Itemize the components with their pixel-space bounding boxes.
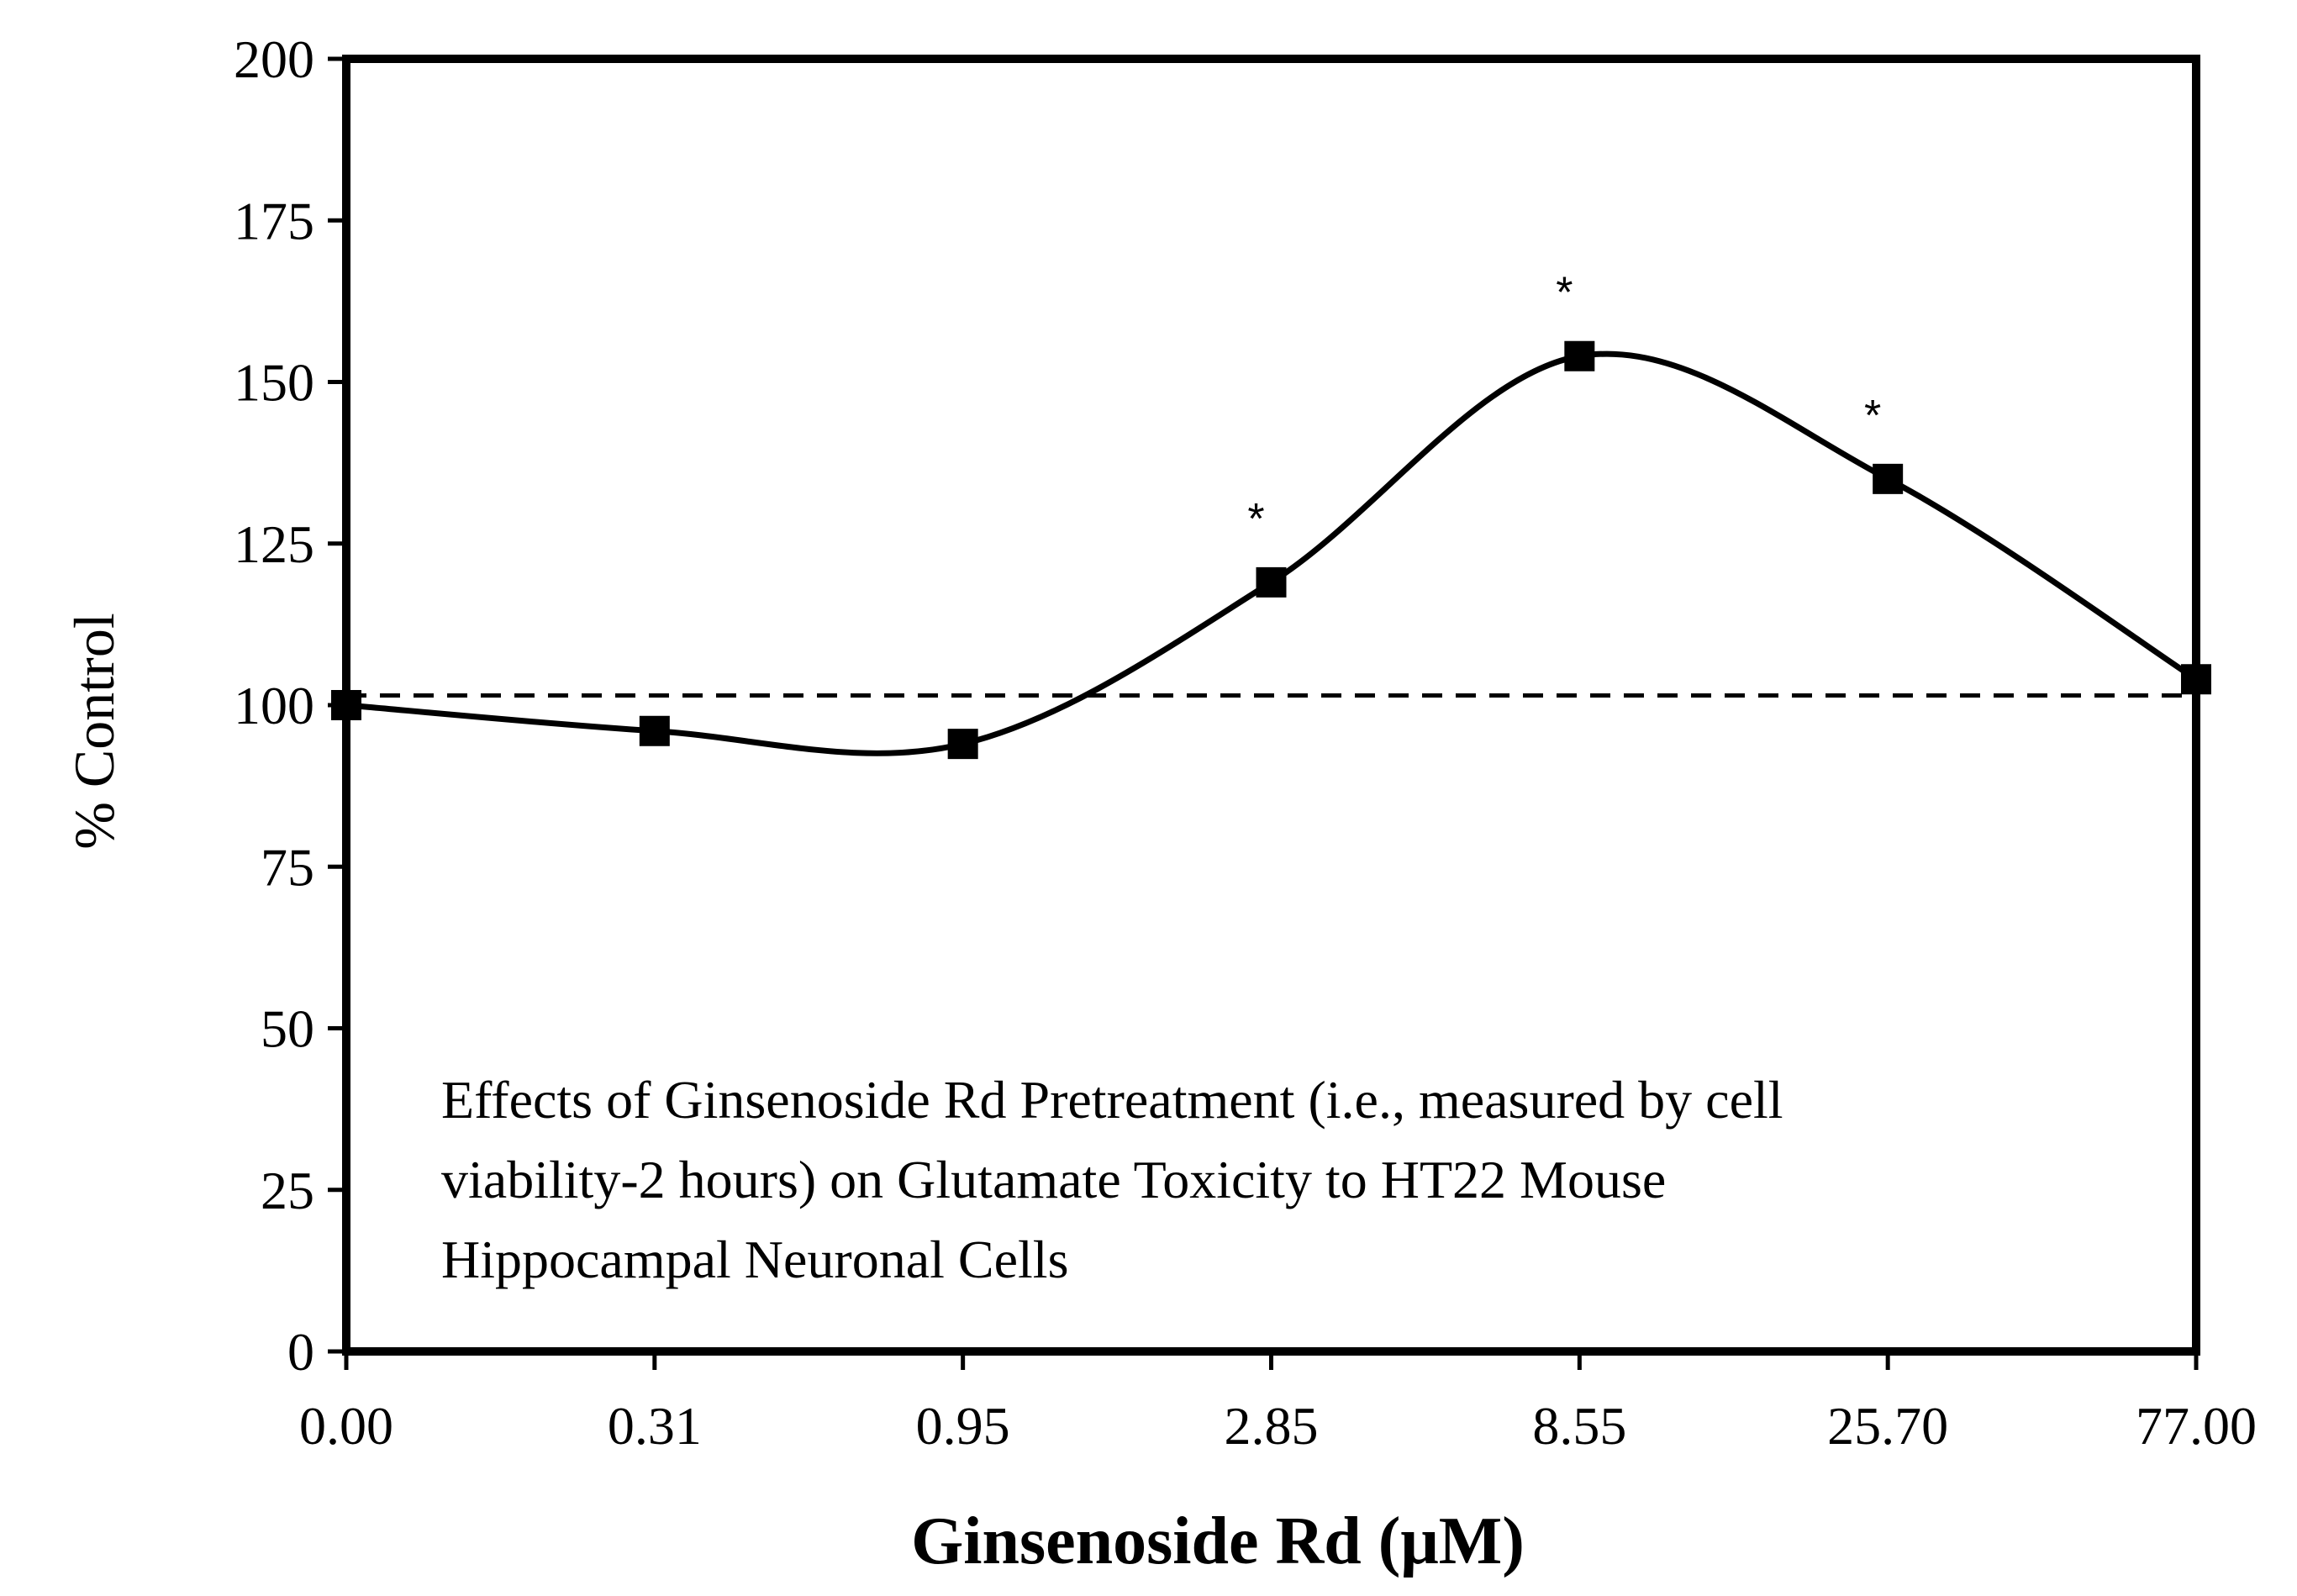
significance-layer: * * *	[1247, 269, 1881, 544]
data-point	[1256, 566, 1287, 598]
x-tick-label: 2.85	[1225, 1396, 1319, 1456]
x-axis: 0.00 0.31 0.95 2.85 8.55 25.70 77.00	[299, 1351, 2257, 1456]
y-tick-label: 50	[261, 999, 314, 1059]
data-point	[1873, 463, 1904, 494]
significance-marker: *	[1556, 269, 1573, 318]
x-tick-label: 0.95	[916, 1396, 1010, 1456]
data-point	[639, 715, 670, 746]
y-axis-title: % Control	[62, 613, 126, 849]
y-tick-label: 150	[234, 353, 314, 413]
y-tick-label: 100	[234, 676, 314, 735]
y-tick-label: 0	[287, 1322, 314, 1382]
annotation-line-3: Hippocampal Neuronal Cells	[441, 1230, 1068, 1289]
data-point	[947, 729, 978, 760]
data-point	[2181, 664, 2211, 695]
significance-marker: *	[1247, 495, 1264, 544]
y-tick-label: 125	[234, 514, 314, 574]
x-axis-title: Ginsenoside Rd (μM)	[911, 1504, 1525, 1578]
y-tick-label: 75	[261, 837, 314, 897]
data-point	[1564, 340, 1595, 371]
x-tick-label: 0.00	[299, 1396, 393, 1456]
x-tick-label: 8.55	[1532, 1396, 1626, 1456]
x-tick-label: 0.31	[608, 1396, 702, 1456]
y-tick-label: 25	[261, 1161, 314, 1220]
annotation-line-1: Effects of Ginsenoside Rd Pretreatment (…	[441, 1070, 1783, 1130]
y-axis: 0 25 50 75 100 125 150 175 200	[234, 29, 346, 1382]
marker-layer	[331, 340, 2211, 760]
significance-marker: *	[1864, 392, 1881, 440]
annotation-line-2: viability-2 hours) on Glutamate Toxicity…	[441, 1150, 1666, 1209]
y-tick-label: 200	[234, 29, 314, 89]
x-tick-label: 77.00	[2136, 1396, 2257, 1456]
x-tick-label: 25.70	[1827, 1396, 1948, 1456]
y-tick-label: 175	[234, 191, 314, 250]
